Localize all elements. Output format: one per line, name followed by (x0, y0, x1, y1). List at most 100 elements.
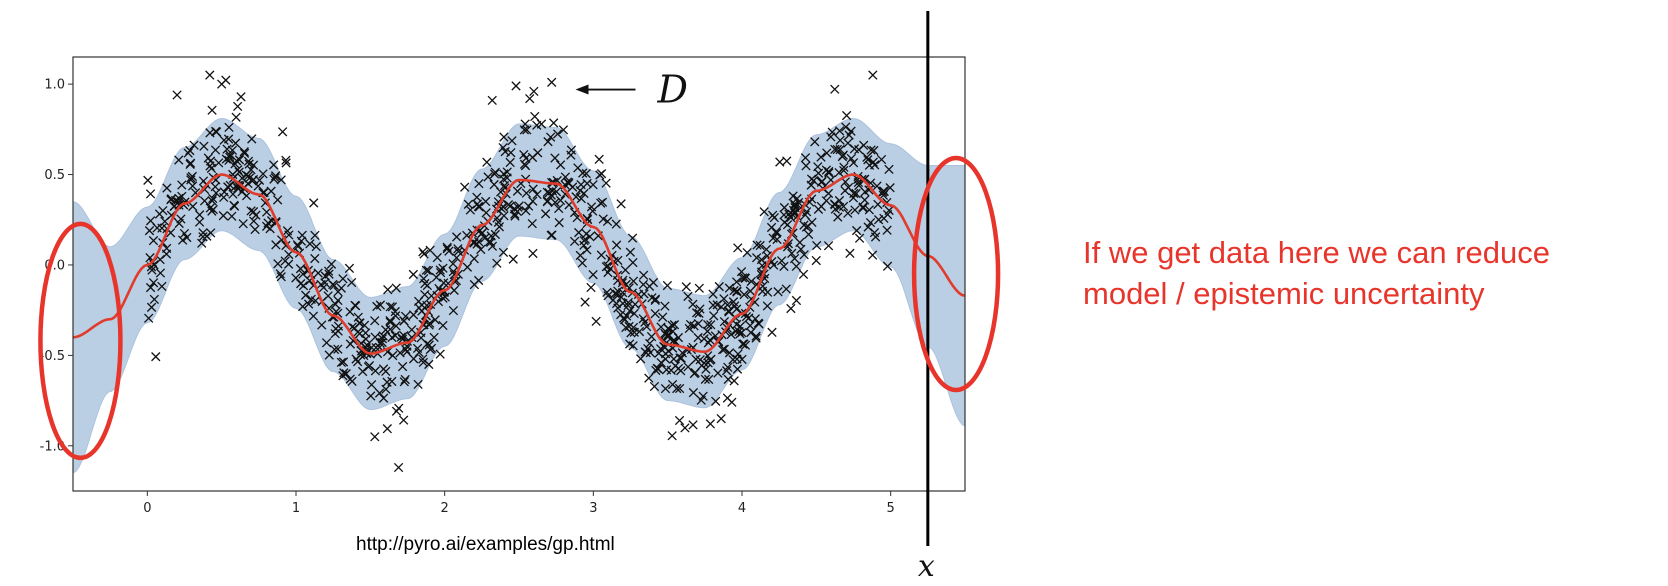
observation-marker (865, 217, 876, 228)
observation-marker (702, 326, 713, 336)
observation-marker (729, 376, 739, 386)
confidence-band (72, 117, 966, 474)
observation-marker (506, 148, 516, 158)
observation-marker (616, 199, 626, 209)
observation-marker (841, 110, 852, 121)
observation-marker (321, 338, 332, 348)
observation-marker (860, 174, 870, 184)
observation-marker (739, 339, 749, 349)
observation-marker (396, 332, 406, 342)
observation-marker (867, 250, 878, 260)
observation-marker (694, 283, 704, 293)
observation-marker (569, 236, 580, 247)
observation-marker (295, 264, 306, 274)
observation-marker (206, 228, 216, 238)
observation-marker (451, 232, 462, 242)
observation-marker (481, 196, 491, 207)
observation-marker (469, 254, 479, 264)
x-tick-label: 1 (292, 501, 300, 516)
observation-marker (700, 374, 710, 384)
observation-marker (500, 147, 510, 157)
observation-marker (451, 276, 461, 286)
observation-marker (352, 357, 363, 367)
observation-marker (347, 376, 357, 387)
observation-marker (822, 148, 832, 158)
observation-marker (560, 172, 571, 182)
observation-marker (704, 374, 714, 385)
observation-marker (882, 225, 892, 235)
observation-marker (145, 216, 156, 226)
observation-marker (489, 179, 499, 190)
observation-marker (621, 322, 631, 333)
observation-marker (157, 281, 167, 292)
observation-marker (269, 174, 279, 184)
observation-marker (473, 236, 484, 247)
observation-marker (598, 214, 608, 224)
observation-marker (505, 201, 515, 211)
callout-text: If we get data here we can reduce model … (1083, 235, 1551, 311)
observation-marker (512, 186, 523, 196)
observation-marker (581, 168, 591, 179)
observation-marker (463, 199, 474, 209)
observation-marker (296, 236, 307, 246)
observation-marker (555, 160, 566, 170)
observation-marker (601, 178, 611, 188)
observation-marker (401, 344, 411, 355)
observation-marker (298, 301, 308, 312)
observation-marker (851, 225, 862, 236)
observation-marker (628, 276, 639, 286)
observation-marker (634, 326, 645, 337)
observation-marker (412, 343, 423, 354)
observation-marker (691, 354, 701, 364)
observation-marker (248, 160, 259, 170)
observation-marker (555, 195, 566, 206)
observation-marker (645, 338, 655, 349)
observation-marker (306, 294, 316, 304)
observation-marker (658, 312, 668, 322)
observation-marker (229, 200, 239, 211)
d-arrow-head (575, 84, 589, 95)
observation-marker (624, 339, 635, 349)
observation-marker (823, 241, 834, 251)
observation-marker (338, 274, 348, 284)
observation-marker (839, 165, 849, 176)
observation-marker (625, 306, 635, 316)
observation-marker (575, 185, 585, 196)
observation-marker (303, 299, 314, 309)
observation-marker (846, 153, 856, 164)
observation-marker (776, 256, 787, 266)
observation-marker (418, 354, 428, 364)
observation-marker (816, 201, 826, 212)
observation-marker (574, 227, 584, 238)
observation-marker (726, 329, 736, 340)
observation-marker (543, 137, 553, 147)
observation-marker (551, 187, 562, 197)
observation-marker (596, 169, 607, 179)
observation-marker (448, 259, 458, 269)
observation-marker (177, 191, 187, 202)
observation-marker (448, 305, 459, 316)
observation-marker (390, 311, 401, 321)
observation-marker (611, 219, 621, 229)
observation-marker (773, 287, 783, 297)
observation-marker (638, 270, 649, 280)
observation-marker (620, 265, 631, 275)
observation-marker (795, 237, 805, 248)
observation-marker (397, 361, 408, 372)
observation-marker (582, 245, 592, 255)
observation-marker (586, 282, 596, 293)
observation-marker (143, 175, 153, 185)
observation-marker (817, 176, 827, 186)
observation-marker (612, 289, 622, 299)
observation-marker (421, 265, 432, 275)
observation-marker (207, 206, 217, 216)
right-highlight-ellipse (911, 155, 1001, 393)
observation-marker (146, 302, 157, 312)
observation-marker (521, 188, 532, 198)
observation-marker (803, 229, 814, 240)
observation-marker (205, 156, 216, 166)
observation-marker (162, 183, 172, 193)
observation-marker (799, 250, 809, 260)
observation-marker (438, 263, 448, 273)
observation-marker (227, 211, 237, 221)
